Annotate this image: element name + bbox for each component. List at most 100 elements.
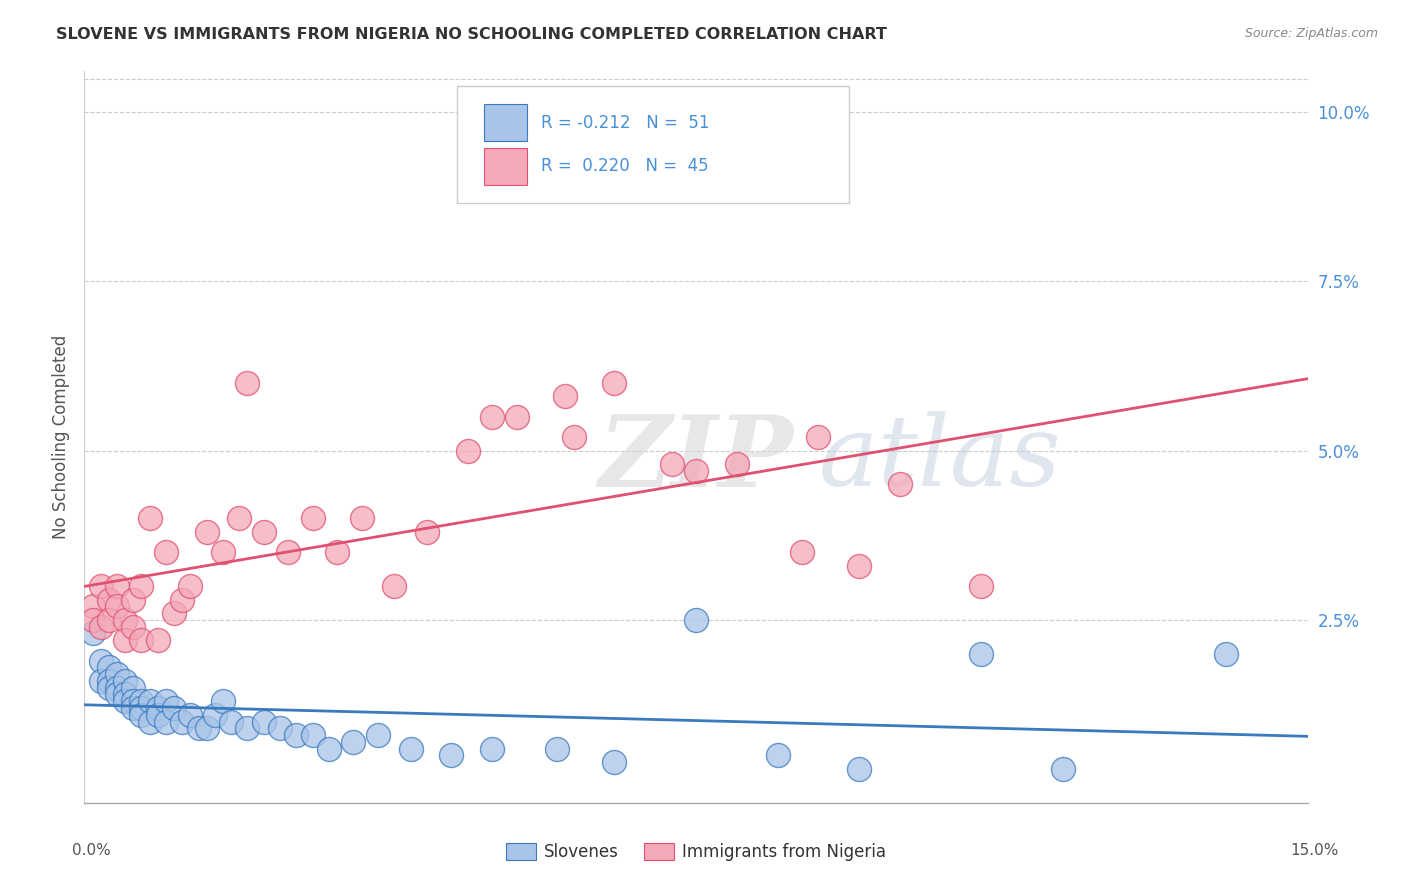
Point xyxy=(481,741,503,756)
Point xyxy=(685,613,707,627)
Point xyxy=(138,694,160,708)
Point xyxy=(131,633,153,648)
Point xyxy=(399,741,422,756)
Point xyxy=(90,673,112,688)
Text: 15.0%: 15.0% xyxy=(1291,843,1339,858)
Point xyxy=(301,511,323,525)
Point xyxy=(889,477,911,491)
Point xyxy=(114,694,136,708)
Point xyxy=(603,755,626,769)
Point xyxy=(457,443,479,458)
Point xyxy=(350,511,373,525)
Legend: Slovenes, Immigrants from Nigeria: Slovenes, Immigrants from Nigeria xyxy=(499,836,893,868)
Point xyxy=(725,457,748,471)
Text: SLOVENE VS IMMIGRANTS FROM NIGERIA NO SCHOOLING COMPLETED CORRELATION CHART: SLOVENE VS IMMIGRANTS FROM NIGERIA NO SC… xyxy=(56,27,887,42)
Point xyxy=(122,681,145,695)
Point xyxy=(848,558,870,573)
Point xyxy=(301,728,323,742)
Point xyxy=(269,721,291,735)
Point xyxy=(146,633,169,648)
Point xyxy=(90,620,112,634)
Point xyxy=(122,701,145,715)
Point xyxy=(122,694,145,708)
FancyBboxPatch shape xyxy=(484,148,527,185)
Point xyxy=(1052,762,1074,776)
Point xyxy=(138,511,160,525)
Text: atlas: atlas xyxy=(818,411,1062,507)
Point xyxy=(212,694,235,708)
Point xyxy=(253,714,276,729)
Point xyxy=(146,707,169,722)
Point xyxy=(131,579,153,593)
Point xyxy=(97,613,120,627)
Point xyxy=(970,579,993,593)
Point xyxy=(228,511,250,525)
Point xyxy=(807,430,830,444)
Point xyxy=(219,714,242,729)
Point xyxy=(236,376,259,390)
Point xyxy=(105,579,128,593)
Point xyxy=(105,681,128,695)
Point xyxy=(105,599,128,614)
Point xyxy=(114,673,136,688)
Point xyxy=(685,464,707,478)
Point xyxy=(766,748,789,763)
Point xyxy=(172,592,194,607)
Point xyxy=(204,707,226,722)
FancyBboxPatch shape xyxy=(484,104,527,141)
Point xyxy=(97,681,120,695)
Point xyxy=(505,409,527,424)
Point xyxy=(440,748,463,763)
Point xyxy=(163,701,186,715)
Point xyxy=(131,707,153,722)
Point xyxy=(236,721,259,735)
Point xyxy=(97,660,120,674)
Point xyxy=(122,592,145,607)
Point xyxy=(114,633,136,648)
Point xyxy=(114,688,136,702)
Point xyxy=(195,524,218,539)
Point xyxy=(90,579,112,593)
Point xyxy=(90,654,112,668)
Point xyxy=(562,430,585,444)
Point xyxy=(342,735,364,749)
Point xyxy=(187,721,209,735)
Text: R = -0.212   N =  51: R = -0.212 N = 51 xyxy=(541,113,709,131)
Point xyxy=(546,741,568,756)
Point xyxy=(146,701,169,715)
Text: 0.0%: 0.0% xyxy=(72,843,111,858)
Point xyxy=(82,613,104,627)
Point xyxy=(131,694,153,708)
Point xyxy=(285,728,308,742)
Point xyxy=(554,389,576,403)
Point xyxy=(481,409,503,424)
Point xyxy=(195,721,218,735)
Point xyxy=(326,545,349,559)
Point xyxy=(155,694,177,708)
Y-axis label: No Schooling Completed: No Schooling Completed xyxy=(52,335,70,539)
Point xyxy=(105,688,128,702)
Text: Source: ZipAtlas.com: Source: ZipAtlas.com xyxy=(1244,27,1378,40)
Point xyxy=(97,592,120,607)
Point xyxy=(179,707,201,722)
Point xyxy=(155,545,177,559)
Point xyxy=(131,701,153,715)
Point xyxy=(1215,647,1237,661)
Point xyxy=(603,376,626,390)
Point xyxy=(82,599,104,614)
Point xyxy=(172,714,194,729)
Point xyxy=(138,714,160,729)
Point xyxy=(179,579,201,593)
Point xyxy=(253,524,276,539)
Point xyxy=(848,762,870,776)
Point xyxy=(82,626,104,640)
Point xyxy=(97,673,120,688)
Point xyxy=(318,741,340,756)
Point xyxy=(277,545,299,559)
Point xyxy=(661,457,683,471)
Point xyxy=(212,545,235,559)
Point xyxy=(970,647,993,661)
Point xyxy=(155,714,177,729)
Point xyxy=(416,524,439,539)
Point xyxy=(163,606,186,620)
